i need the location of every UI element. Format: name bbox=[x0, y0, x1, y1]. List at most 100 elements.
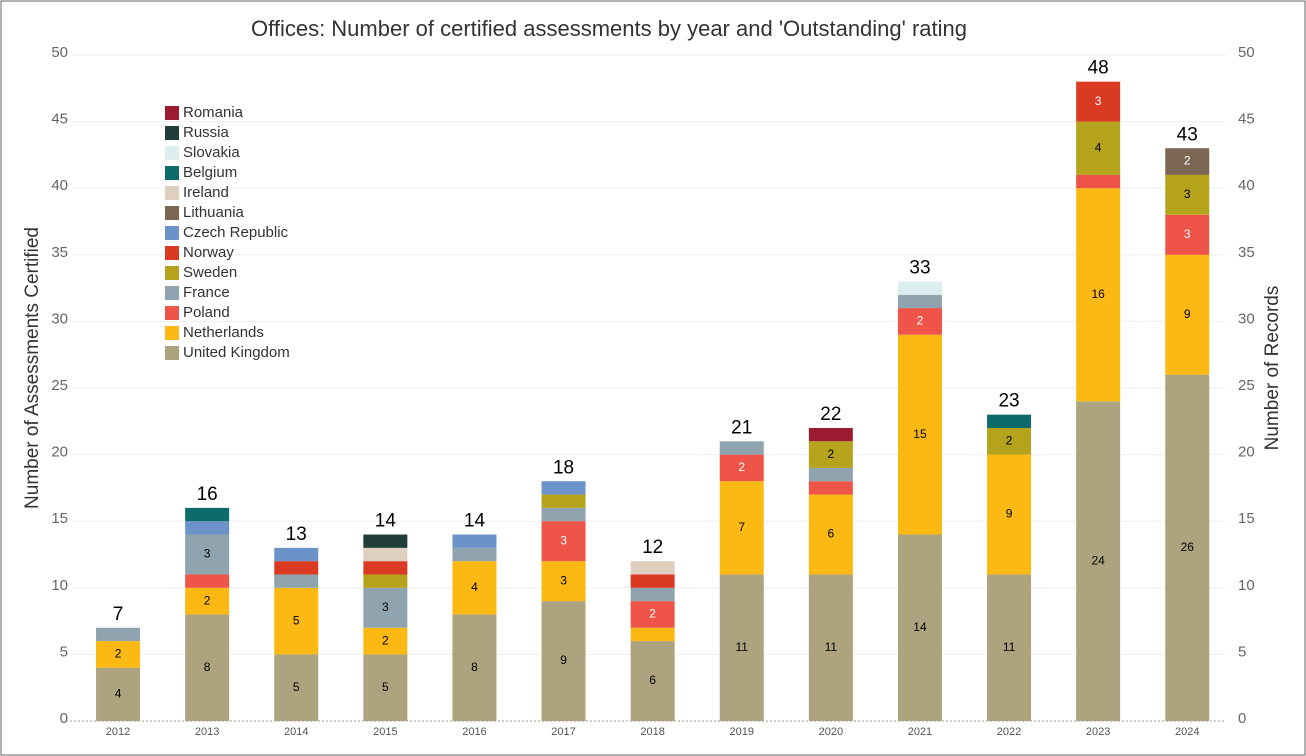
legend-swatch bbox=[165, 226, 179, 240]
segment-label: 15 bbox=[913, 427, 927, 441]
y-tick-label: 5 bbox=[60, 643, 68, 660]
y2-tick-label: 25 bbox=[1238, 377, 1255, 394]
bar-segment bbox=[808, 481, 853, 495]
segment-label: 5 bbox=[293, 680, 300, 694]
segment-label: 3 bbox=[1095, 94, 1102, 108]
segment-label: 2 bbox=[917, 314, 924, 328]
bar-segment bbox=[541, 561, 586, 602]
legend-swatch bbox=[165, 126, 179, 140]
y2-axis-label: Number of Records bbox=[1262, 286, 1283, 451]
total-label: 48 bbox=[1088, 58, 1109, 79]
bar-segment bbox=[719, 441, 764, 455]
bar-segment bbox=[897, 308, 942, 335]
bar-segment bbox=[363, 574, 408, 588]
bar-segment bbox=[1076, 401, 1121, 721]
bar-segment bbox=[363, 547, 408, 562]
segment-label: 9 bbox=[560, 653, 567, 667]
y-tick-label: 50 bbox=[51, 44, 68, 61]
y-tick-label: 15 bbox=[51, 510, 68, 527]
segment-label: 3 bbox=[204, 547, 211, 561]
bar-segment bbox=[719, 574, 764, 721]
total-label: 33 bbox=[909, 257, 930, 278]
bar-segment bbox=[630, 561, 675, 575]
total-label: 23 bbox=[998, 391, 1019, 412]
bar-segment bbox=[274, 547, 319, 562]
bar-segment bbox=[541, 507, 586, 522]
legend-label: France bbox=[183, 284, 230, 301]
legend-label: Sweden bbox=[183, 264, 237, 281]
legend-swatch bbox=[165, 346, 179, 360]
y2-tick-label: 40 bbox=[1238, 177, 1255, 194]
segment-label: 11 bbox=[825, 640, 838, 654]
bar-segment bbox=[185, 534, 230, 575]
bar-segment bbox=[185, 614, 230, 721]
segment-label: 3 bbox=[1184, 187, 1191, 201]
y2-tick-label: 35 bbox=[1238, 244, 1255, 261]
bar-segment bbox=[1165, 148, 1210, 175]
segment-label: 3 bbox=[382, 600, 389, 614]
legend-swatch bbox=[165, 286, 179, 300]
x-tick-label: 2024 bbox=[1175, 726, 1199, 738]
legend-label: Netherlands bbox=[183, 324, 264, 341]
segment-label: 2 bbox=[115, 647, 122, 661]
legend-swatch bbox=[165, 306, 179, 320]
segment-label: 5 bbox=[293, 613, 300, 627]
bar-segment bbox=[541, 494, 586, 508]
x-tick-label: 2023 bbox=[1086, 726, 1110, 738]
x-tick-label: 2015 bbox=[373, 726, 397, 738]
legend-swatch bbox=[165, 166, 179, 180]
bar-segment bbox=[452, 547, 497, 562]
bar-segment bbox=[630, 601, 675, 628]
total-label: 7 bbox=[113, 604, 124, 625]
segment-label: 7 bbox=[738, 520, 745, 534]
total-label: 21 bbox=[731, 417, 752, 438]
segment-label: 16 bbox=[1091, 287, 1105, 301]
total-label: 16 bbox=[197, 484, 218, 505]
segment-label: 2 bbox=[1184, 154, 1191, 168]
legend-label: Poland bbox=[183, 304, 230, 321]
bar-segment bbox=[541, 521, 586, 562]
total-label: 14 bbox=[464, 511, 486, 532]
x-tick-label: 2021 bbox=[908, 726, 932, 738]
y-tick-label: 40 bbox=[51, 177, 68, 194]
bar-segment bbox=[363, 654, 408, 721]
legend-label: Belgium bbox=[183, 164, 237, 181]
bar-segment bbox=[987, 414, 1032, 428]
legend-label: Ireland bbox=[183, 184, 229, 201]
total-label: 14 bbox=[375, 511, 397, 532]
legend-swatch bbox=[165, 246, 179, 260]
segment-label: 2 bbox=[1006, 433, 1013, 447]
segment-label: 2 bbox=[828, 447, 835, 461]
bar-segment bbox=[452, 561, 497, 615]
segment-label: 8 bbox=[471, 660, 478, 674]
legend-label: Slovakia bbox=[183, 144, 240, 161]
legend-swatch bbox=[165, 266, 179, 280]
legend-swatch bbox=[165, 206, 179, 220]
segment-label: 11 bbox=[1003, 640, 1016, 654]
total-label: 43 bbox=[1177, 124, 1198, 145]
total-label: 13 bbox=[286, 524, 307, 545]
segment-label: 5 bbox=[382, 680, 389, 694]
segment-label: 2 bbox=[204, 593, 211, 607]
segment-label: 14 bbox=[913, 620, 927, 634]
segment-label: 3 bbox=[560, 533, 567, 547]
x-tick-label: 2012 bbox=[106, 726, 130, 738]
bar-segment bbox=[630, 627, 675, 642]
x-tick-label: 2018 bbox=[640, 726, 664, 738]
bar-segment bbox=[808, 441, 853, 468]
bar-segment bbox=[274, 654, 319, 721]
y2-tick-label: 5 bbox=[1238, 643, 1246, 660]
segment-label: 4 bbox=[115, 687, 122, 701]
segment-label: 26 bbox=[1181, 540, 1195, 554]
bar-segment bbox=[808, 494, 853, 575]
bar-segment bbox=[185, 587, 230, 615]
segment-label: 4 bbox=[471, 580, 478, 594]
bar-segment bbox=[541, 481, 586, 495]
bar-segment bbox=[630, 641, 675, 721]
bar-segment bbox=[808, 427, 853, 442]
segment-label: 3 bbox=[1184, 227, 1191, 241]
segment-label: 4 bbox=[1095, 140, 1102, 154]
chart-title: Offices: Number of certified assessments… bbox=[251, 16, 967, 41]
bar-segment bbox=[274, 561, 319, 575]
